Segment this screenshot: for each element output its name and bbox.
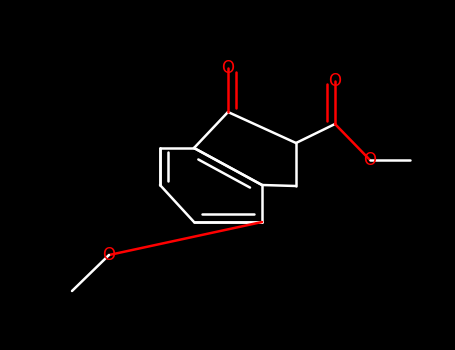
- Text: O: O: [364, 151, 376, 169]
- Text: O: O: [329, 72, 342, 90]
- Text: O: O: [222, 59, 234, 77]
- Text: O: O: [102, 246, 116, 264]
